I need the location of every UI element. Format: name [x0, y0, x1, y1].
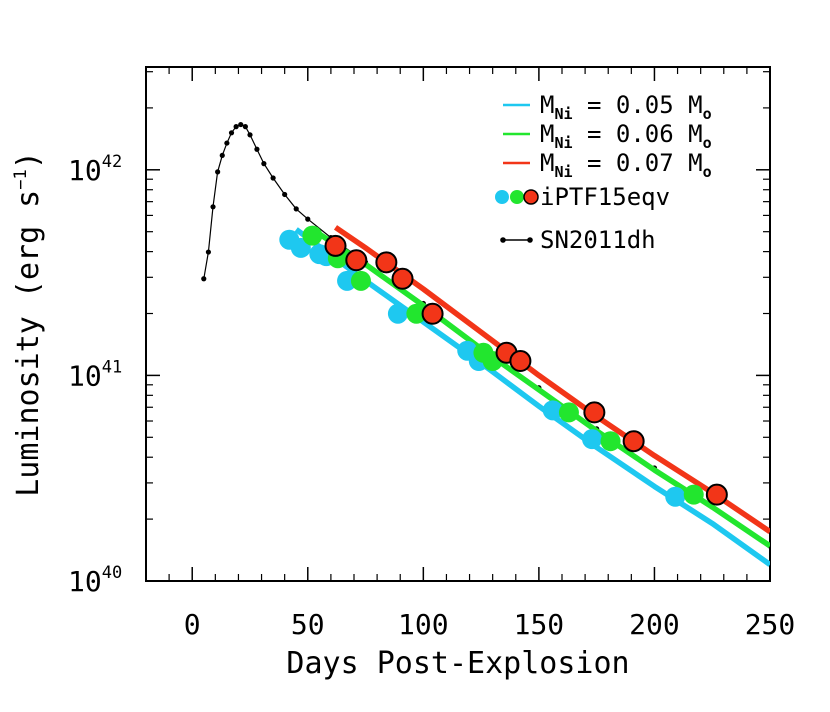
x-tick-label: 200 — [629, 608, 680, 641]
y-axis-title-main: Luminosity (erg s — [11, 190, 46, 497]
legend-label: SN2011dh — [540, 226, 656, 254]
y-axis-title-close: ) — [11, 151, 46, 169]
sn2011dh-point — [238, 121, 244, 128]
x-axis-title: Days Post-Explosion — [286, 646, 629, 681]
y-tick-exponent: 40 — [102, 563, 122, 583]
legend-dot — [527, 237, 533, 243]
legend-label-part: M — [540, 120, 554, 148]
plot-area — [201, 121, 770, 567]
sn2011dh-point — [247, 132, 253, 138]
legend-label-part: Ni — [554, 134, 572, 152]
iptf15eqv-point — [421, 302, 444, 325]
iptf15eqv-point — [583, 401, 606, 424]
y-tick-label: 1042 — [68, 152, 122, 187]
sn2011dh-point — [224, 140, 230, 146]
legend-label-part: Ni — [554, 163, 572, 181]
sn2011dh-point — [205, 249, 211, 255]
iptf15eqv-point — [582, 429, 603, 450]
plot-frame — [145, 66, 771, 582]
legend-label-part: = 0.05 M — [573, 91, 703, 119]
legend-label-part: M — [540, 149, 554, 177]
x-tick-labels: 0 50 100 150 200 250 — [184, 608, 795, 641]
legend-label: iPTF15eqv — [540, 183, 670, 211]
y-axis-title: Luminosity (erg s−1) — [11, 151, 46, 497]
legend-label: MNi = 0.07 Mo — [540, 149, 712, 181]
x-tick-label: 0 — [184, 608, 201, 641]
sn2011dh-point — [210, 204, 216, 210]
sn2011dh-point — [219, 152, 225, 159]
iptf15eqv-point — [324, 234, 347, 257]
y-tick-base: 10 — [68, 154, 102, 187]
iptf15eqv-point — [542, 400, 563, 421]
sn2011dh-point — [282, 191, 288, 198]
x-tick-label: 250 — [745, 608, 796, 641]
legend-dot — [500, 237, 506, 243]
iptf15eqv-point — [391, 267, 414, 290]
y-tick-base: 10 — [68, 359, 102, 392]
y-tick-label: 1040 — [68, 563, 122, 598]
legend-label-part: Ni — [554, 105, 572, 123]
iptf15eqv-point — [345, 249, 368, 272]
sn2011dh-point — [254, 146, 260, 152]
legend-marker-swatch — [523, 189, 539, 205]
legend-label-part: o — [703, 134, 712, 152]
y-tick-exponent: 41 — [102, 357, 122, 377]
sn2011dh-point — [242, 124, 248, 130]
legend-label: MNi = 0.06 Mo — [540, 120, 712, 152]
legend-label-part: o — [703, 105, 712, 123]
sn2011dh-point — [233, 124, 239, 130]
iptf15eqv-point — [705, 483, 728, 506]
iptf15eqv-point — [337, 270, 358, 291]
y-axis-title-exponent: −1 — [11, 169, 31, 189]
legend-label-part: o — [703, 163, 712, 181]
iptf15eqv-point — [387, 303, 408, 324]
iptf15eqv-point — [622, 430, 645, 453]
y-tick-exponent: 42 — [102, 152, 122, 172]
legend-marker-swatch — [495, 190, 509, 204]
x-tick-label: 100 — [398, 608, 449, 641]
iptf15eqv-point — [600, 431, 621, 452]
iptf15eqv-point — [375, 251, 398, 274]
x-tick-label: 150 — [514, 608, 565, 641]
sn2011dh-point — [305, 216, 311, 222]
model-curve — [294, 227, 770, 567]
iptf15eqv-point — [509, 350, 532, 373]
iptf15eqv-point — [665, 486, 686, 507]
iptf15eqv-point — [683, 484, 704, 505]
axis-ticks — [145, 67, 771, 582]
legend-marker-swatch — [510, 190, 524, 204]
sn2011dh-point — [261, 161, 267, 167]
legend-label: MNi = 0.05 Mo — [540, 91, 712, 123]
legend-label-part: = 0.06 M — [573, 120, 703, 148]
sn2011dh-point — [228, 130, 235, 136]
sn2011dh-point — [201, 276, 207, 282]
iptf15eqv-point — [302, 225, 323, 246]
iptf15eqv-point — [350, 270, 371, 291]
legend-label-part: = 0.07 M — [573, 149, 703, 177]
legend-label-part: M — [540, 91, 554, 119]
sn2011dh-point — [270, 175, 276, 181]
sn2011dh-point — [293, 206, 299, 212]
x-tick-label: 50 — [291, 608, 325, 641]
y-tick-label: 1041 — [68, 357, 122, 392]
y-tick-base: 10 — [68, 565, 102, 598]
iptf15eqv-point — [406, 303, 427, 324]
iptf15eqv-point — [558, 402, 579, 423]
sn2011dh-point — [215, 169, 221, 175]
